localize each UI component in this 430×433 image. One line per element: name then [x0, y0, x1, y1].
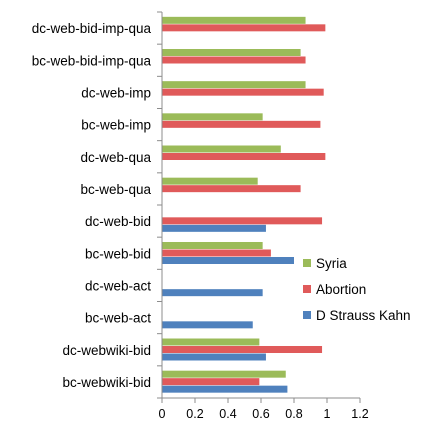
bar-syria	[162, 177, 258, 185]
category-label: dc-web-qua	[80, 150, 151, 165]
bar-abortion	[162, 378, 260, 386]
bar-abortion	[162, 346, 323, 353]
legend-swatch	[303, 285, 311, 293]
x-tick-label: 1.2	[351, 407, 368, 421]
x-tick-label: 0.2	[186, 407, 203, 421]
x-tick-label: 1	[324, 407, 331, 421]
axes: 0 0.2 0.4 0.6 0.8 1 1.2	[157, 11, 369, 421]
legend-swatch	[303, 311, 311, 319]
category-label: bc-web-bid	[85, 246, 151, 261]
legend-label: Abortion	[316, 282, 366, 297]
category-label: dc-webwiki-bid	[62, 343, 151, 358]
bar-syria	[162, 16, 306, 24]
bar-abortion	[162, 24, 326, 32]
x-tick-label: 0.4	[219, 407, 236, 421]
bar-syria	[162, 145, 281, 153]
bar-syria	[162, 242, 263, 249]
bar-abortion	[162, 153, 326, 160]
category-label: bc-web-bid-imp-qua	[32, 53, 152, 68]
x-tick-label: 0	[159, 407, 166, 421]
category-label: bc-webwiki-bid	[62, 375, 151, 390]
plot-area	[162, 16, 326, 393]
bar-d-strauss-kahn	[162, 289, 263, 297]
legend-label: D Strauss Kahn	[316, 308, 411, 323]
bar-syria	[162, 81, 306, 89]
category-label: dc-web-imp	[81, 85, 151, 100]
bar-abortion	[162, 249, 271, 257]
category-label: bc-web-act	[85, 311, 151, 326]
x-tick-label: 0.6	[252, 407, 269, 421]
category-labels: dc-web-bid-imp-qua bc-web-bid-imp-qua dc-w…	[32, 21, 152, 390]
legend-swatch	[303, 259, 311, 267]
legend-label: Syria	[316, 256, 347, 271]
bar-syria	[162, 113, 263, 121]
bar-d-strauss-kahn	[162, 224, 266, 232]
bar-abortion	[162, 88, 324, 96]
bar-abortion	[162, 120, 321, 128]
category-label: dc-web-bid-imp-qua	[32, 21, 152, 36]
bar-abortion	[162, 217, 323, 225]
bar-d-strauss-kahn	[162, 353, 266, 361]
category-label: dc-web-act	[85, 278, 151, 293]
bar-abortion	[162, 185, 301, 193]
category-label: dc-web-bid	[85, 214, 151, 229]
x-tick-label: 0.8	[285, 407, 302, 421]
bar-d-strauss-kahn	[162, 257, 294, 264]
bar-syria	[162, 49, 301, 56]
legend: Syria Abortion D Strauss Kahn	[303, 256, 411, 323]
bar-d-strauss-kahn	[162, 385, 288, 393]
category-label: bc-web-qua	[80, 182, 151, 197]
bar-d-strauss-kahn	[162, 321, 253, 329]
bar-abortion	[162, 56, 306, 64]
bar-syria	[162, 338, 260, 346]
category-label: bc-web-imp	[81, 118, 151, 133]
bar-syria	[162, 370, 286, 378]
